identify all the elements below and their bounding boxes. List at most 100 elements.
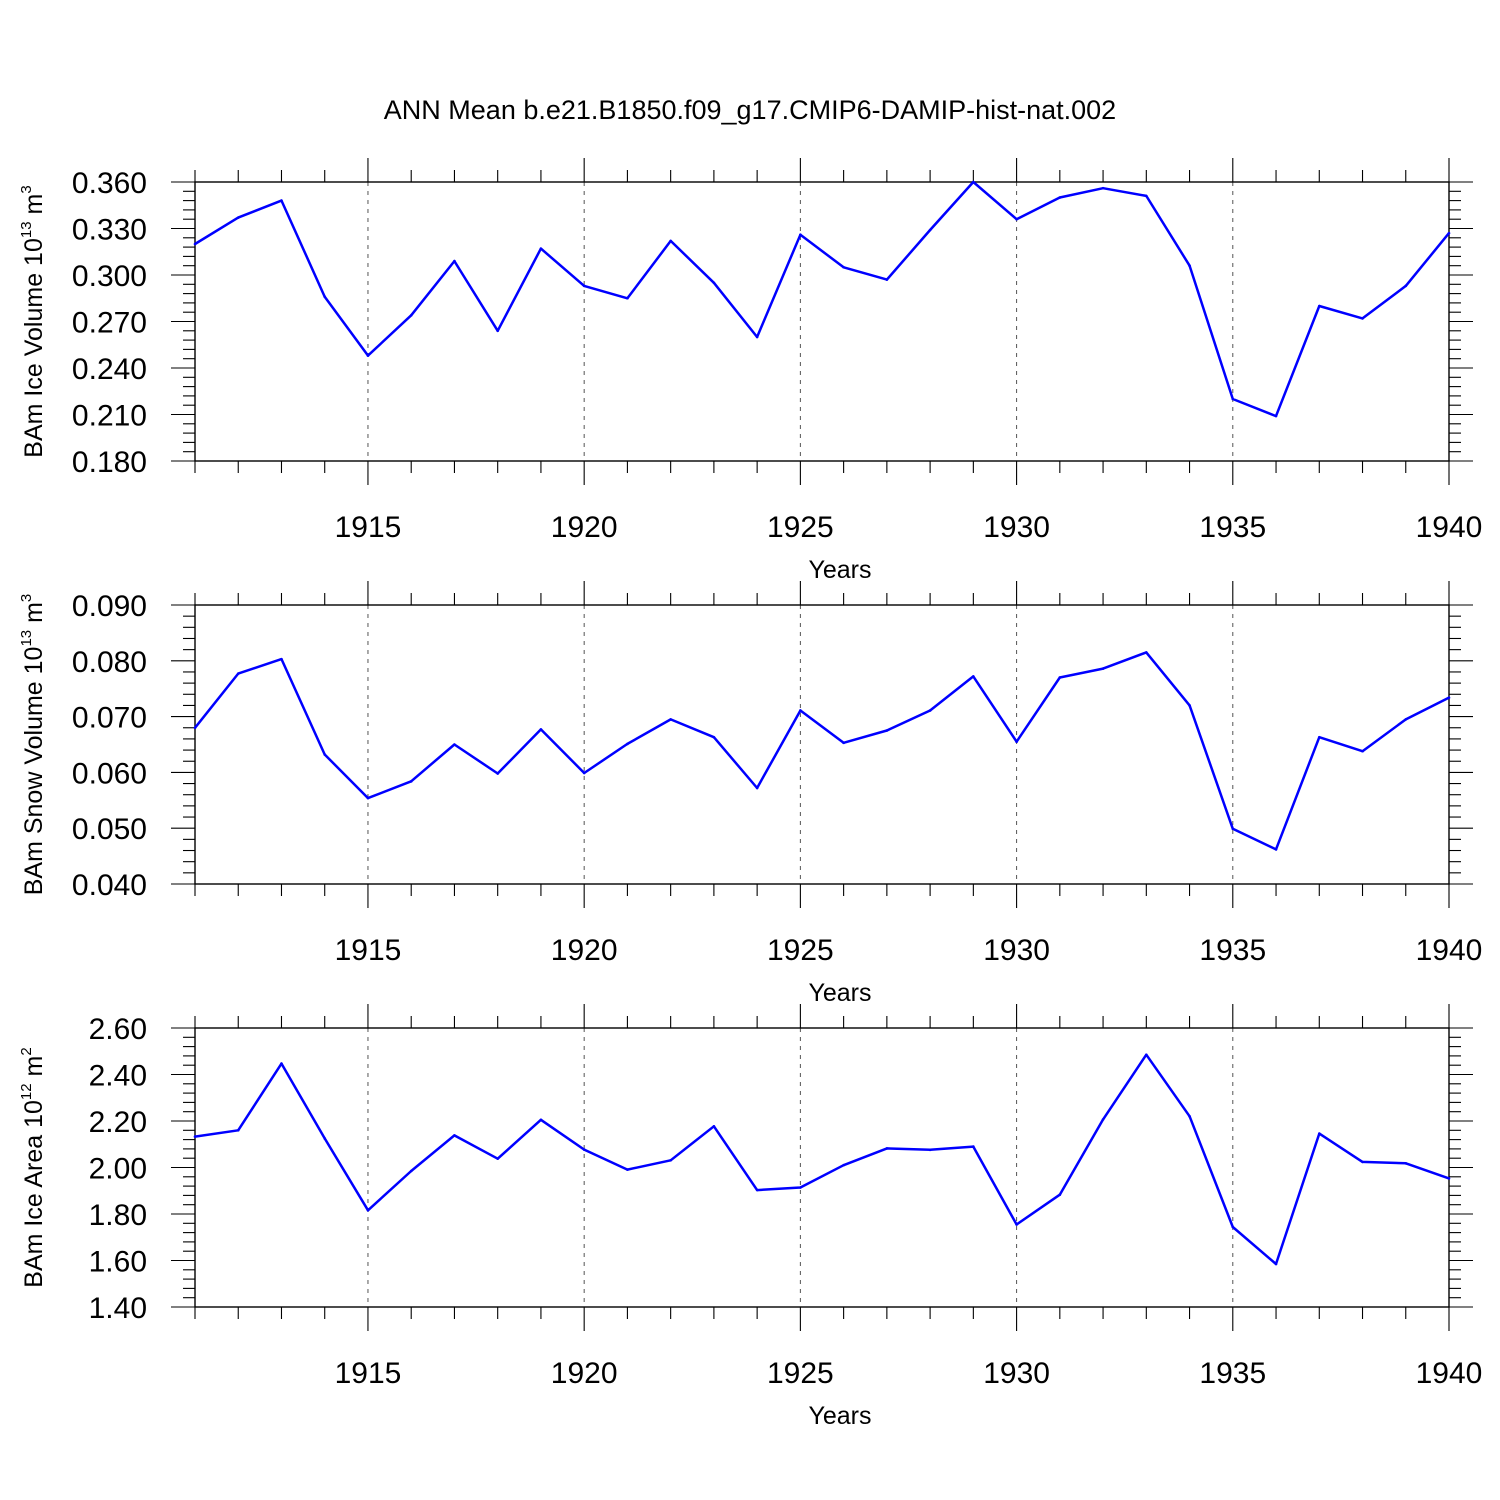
data-point <box>366 354 370 357</box>
data-point <box>1274 414 1278 418</box>
x-tick-label: 1915 <box>335 511 402 544</box>
data-point <box>842 265 845 269</box>
y-tick-label: 0.060 <box>72 757 147 790</box>
y-axis-title-exponent: 13 <box>18 221 35 238</box>
data-point <box>1231 827 1235 831</box>
data-point <box>669 239 672 243</box>
series-line <box>194 651 1450 851</box>
x-tick-label: 1935 <box>1199 934 1266 967</box>
x-tick-label: 1920 <box>551 1357 618 1390</box>
y-tick-label: 0.330 <box>72 214 147 247</box>
data-point <box>885 278 889 281</box>
data-point <box>1101 1118 1105 1121</box>
y-tick-label: 0.270 <box>72 307 147 340</box>
data-point <box>366 796 370 800</box>
x-tick-label: 1940 <box>1416 511 1483 544</box>
panel-3: 1915 1920 1925 1930 1935 1940 Years 1.40 1.60 1.8… <box>18 1004 1482 1430</box>
y-tick-label: 0.080 <box>72 646 147 679</box>
data-point <box>323 295 327 299</box>
y-tick-label: 0.090 <box>72 590 147 623</box>
data-point <box>193 726 197 730</box>
data-point <box>409 314 413 317</box>
data-point <box>1145 194 1148 198</box>
y-tick-label: 1.40 <box>89 1292 147 1325</box>
y-axis-title-main: BAm Ice Volume 10 <box>20 238 48 458</box>
data-point <box>712 281 716 285</box>
data-point <box>193 242 197 246</box>
y-axis-title: BAm Ice Volume 1013 m3 <box>18 185 48 457</box>
data-point <box>1101 667 1105 670</box>
data-point <box>409 1169 413 1173</box>
data-point <box>1447 696 1451 699</box>
data-point <box>453 1134 456 1137</box>
y-axis-title-main: BAm Ice Area 10 <box>20 1100 48 1288</box>
panel-2: 1915 1920 1925 1930 1935 1940 Years 0.040 0.050 0… <box>18 581 1482 1007</box>
data-point <box>582 771 586 775</box>
data-point <box>1101 186 1105 190</box>
data-point <box>928 709 932 712</box>
x-tick-label: 1920 <box>551 934 618 967</box>
data-point <box>496 329 499 333</box>
y-axis-title-unit: m <box>20 602 48 630</box>
y-axis-title-unit: m <box>20 194 48 222</box>
data-point <box>280 1062 283 1065</box>
data-point <box>1231 1225 1235 1229</box>
y-axis-title-unit-exponent: 2 <box>18 1047 35 1055</box>
data-point <box>972 675 975 678</box>
x-tick-label: 1930 <box>983 511 1050 544</box>
x-tick-label: 1915 <box>335 934 402 967</box>
y-tick-label: 0.360 <box>72 167 147 200</box>
panels: 1915 1920 1925 1930 1935 1940 Years 0.180 0.210 0… <box>18 158 1482 1430</box>
y-tick-label: 0.240 <box>72 353 147 386</box>
data-point <box>236 1129 240 1132</box>
data-point <box>1145 1053 1148 1057</box>
data-point <box>1145 651 1148 654</box>
y-axis-title-unit-exponent: 3 <box>18 594 35 602</box>
y-tick-label: 0.050 <box>72 813 147 846</box>
data-point <box>1015 1223 1018 1226</box>
data-point <box>582 1148 586 1151</box>
data-point <box>885 729 889 732</box>
data-point <box>799 709 802 712</box>
data-point <box>972 180 975 184</box>
data-point <box>928 228 932 232</box>
data-point <box>755 1188 759 1192</box>
x-tick-label: 1920 <box>551 511 618 544</box>
data-point <box>712 735 716 739</box>
y-axis-title-exponent: 12 <box>18 1083 35 1100</box>
data-point <box>453 259 456 263</box>
data-point <box>928 1148 932 1152</box>
y-tick-label: 2.60 <box>89 1013 147 1046</box>
y-tick-label: 2.20 <box>89 1106 147 1139</box>
data-point <box>1447 231 1451 235</box>
data-point <box>885 1147 889 1150</box>
y-tick-label: 2.00 <box>89 1153 147 1186</box>
x-tick-label: 1915 <box>335 1357 402 1390</box>
x-tick-label: 1925 <box>767 1357 834 1390</box>
plot-frame <box>194 181 1450 462</box>
data-point <box>669 718 672 721</box>
plot-frame <box>194 1027 1450 1308</box>
y-tick-label: 0.180 <box>72 446 147 479</box>
y-tick-label: 0.300 <box>72 260 147 293</box>
data-point <box>1015 217 1018 221</box>
data-point <box>1058 676 1062 679</box>
data-point <box>236 672 240 675</box>
x-tick-label: 1935 <box>1199 511 1266 544</box>
plot-frame <box>194 604 1450 885</box>
x-tick-label: 1925 <box>767 511 834 544</box>
data-point <box>1317 1132 1321 1135</box>
data-point <box>1188 1115 1191 1118</box>
data-point <box>755 335 759 339</box>
series-line <box>194 180 1450 418</box>
x-axis-title: Years <box>808 1402 871 1430</box>
y-axis-title-unit: m <box>20 1056 48 1084</box>
data-point <box>1231 397 1235 401</box>
data-point <box>323 753 327 756</box>
y-axis-title-unit-exponent: 3 <box>18 185 35 193</box>
data-point <box>799 233 802 236</box>
x-tick-label: 1940 <box>1416 934 1483 967</box>
data-point <box>539 247 543 250</box>
data-point <box>496 1157 499 1160</box>
